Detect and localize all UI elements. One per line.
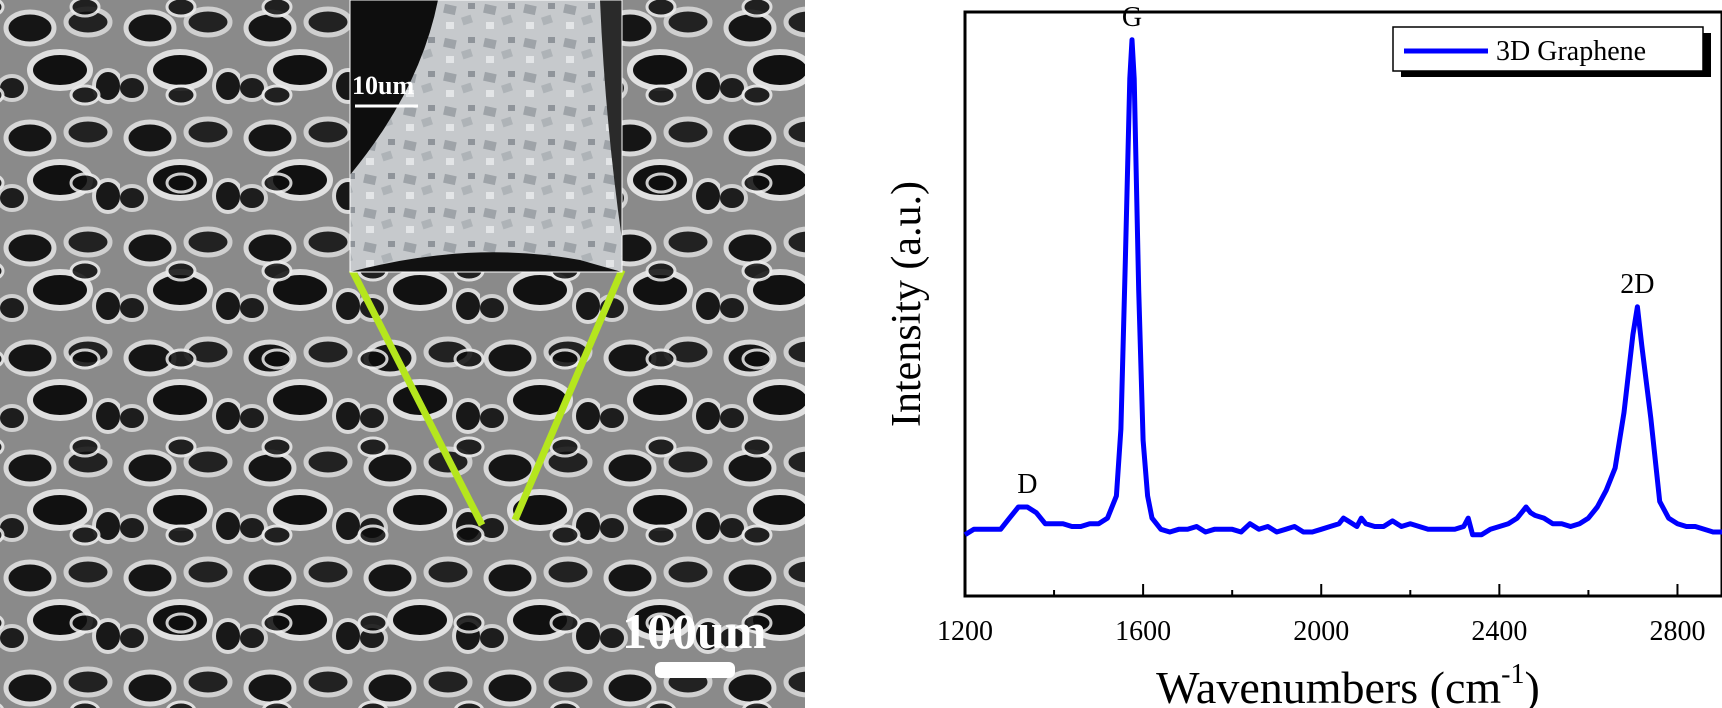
sem-micrograph: 10um 100um — [0, 0, 805, 708]
x-tick-label: 2800 — [1649, 616, 1705, 647]
series-line-3d-graphene — [963, 37, 1722, 538]
main-scale-label: 100um — [622, 603, 766, 659]
inset-micrograph: 10um — [349, 0, 623, 273]
y-axis-label: Intensity (a.u.) — [884, 181, 930, 427]
peak-label-2d: 2D — [1620, 269, 1654, 300]
x-axis-label-superscript: -1 — [1501, 659, 1524, 690]
x-axis-ticks — [964, 584, 1679, 596]
x-tick-label: 2000 — [1293, 616, 1349, 647]
inset-scale-label: 10um — [352, 71, 414, 100]
x-axis-label-main: Wavenumbers (cm — [1156, 662, 1501, 708]
x-axis-label-close: ) — [1525, 662, 1540, 708]
x-axis-label: Wavenumbers (cm-1) — [1156, 659, 1540, 708]
x-tick-label: 2400 — [1471, 616, 1527, 647]
raman-spectrum-chart: 1200 1600 2000 2400 2800 G D 2D 3D Graphene In… — [884, 2, 1722, 708]
peak-label-d: D — [1017, 469, 1037, 500]
legend-label-3d-graphene: 3D Graphene — [1496, 36, 1646, 67]
peak-label-g: G — [1122, 2, 1142, 33]
plot-frame — [963, 10, 1722, 598]
pointer-line-left — [348, 268, 486, 527]
main-scale-bar — [655, 662, 735, 678]
peak-annotations: G D 2D — [1017, 2, 1654, 500]
x-axis-tick-labels: 1200 1600 2000 2400 2800 — [937, 616, 1705, 647]
legend: 3D Graphene — [1392, 26, 1711, 77]
x-tick-label: 1600 — [1115, 616, 1171, 647]
pointer-line-right — [511, 268, 626, 522]
x-tick-label: 1200 — [937, 616, 993, 647]
